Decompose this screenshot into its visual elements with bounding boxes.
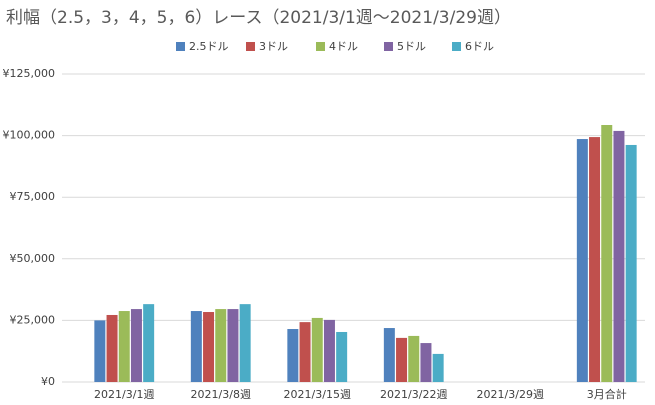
bar (190, 311, 202, 382)
legend-label: 2.5ドル (189, 40, 229, 53)
legend-swatch (246, 42, 255, 51)
bar (323, 319, 335, 382)
bar (613, 130, 625, 382)
x-tick-label: 2021/3/29週 (477, 388, 544, 401)
legend-label: 6ドル (465, 40, 494, 53)
bar (118, 311, 130, 382)
y-tick-label: ¥100,000 (3, 129, 56, 142)
bar (601, 125, 613, 383)
y-tick-label: ¥0 (41, 375, 55, 388)
legend-swatch (316, 42, 325, 51)
bar (215, 309, 227, 382)
bar (420, 343, 432, 382)
bar (336, 331, 348, 382)
x-tick-label: 3月合計 (587, 387, 627, 401)
bar (311, 317, 323, 382)
bar (576, 139, 588, 382)
bar (106, 314, 118, 382)
legend-label: 5ドル (397, 40, 426, 53)
y-tick-label: ¥75,000 (10, 190, 56, 203)
bar (396, 337, 408, 382)
bar (287, 329, 299, 382)
bar (239, 304, 251, 382)
bar (130, 309, 142, 382)
bar (589, 137, 601, 382)
bar (625, 144, 637, 382)
bar (143, 304, 155, 382)
legend-label: 4ドル (329, 40, 358, 53)
bar (408, 335, 420, 382)
legend-swatch (452, 42, 461, 51)
bar (299, 322, 311, 382)
legend-label: 3ドル (259, 40, 288, 53)
x-tick-label: 2021/3/15週 (284, 388, 351, 401)
bar (94, 320, 106, 382)
chart-title: 利幅（2.5，3，4，5，6）レース（2021/3/1週～2021/3/29週） (6, 8, 511, 28)
x-tick-label: 2021/3/22週 (380, 388, 447, 401)
bar (227, 309, 239, 382)
x-tick-label: 2021/3/8週 (191, 388, 251, 401)
bar (383, 328, 395, 382)
bar (432, 353, 444, 382)
y-tick-label: ¥125,000 (3, 67, 56, 80)
y-tick-label: ¥50,000 (10, 252, 56, 265)
x-tick-label: 2021/3/1週 (94, 388, 154, 401)
legend-swatch (176, 42, 185, 51)
y-tick-label: ¥25,000 (10, 313, 56, 326)
bar (203, 312, 215, 382)
legend-swatch (384, 42, 393, 51)
